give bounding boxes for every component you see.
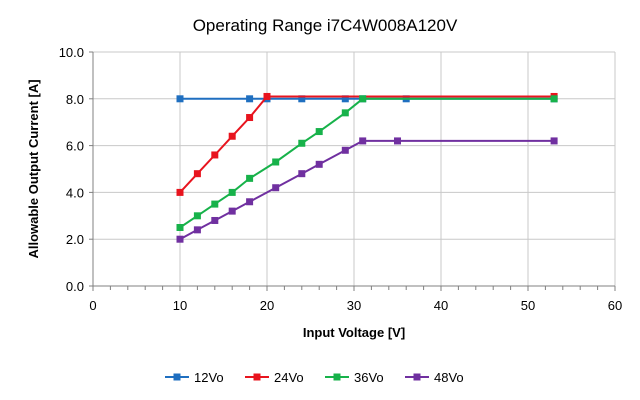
data-point xyxy=(176,188,184,196)
data-point xyxy=(272,184,280,192)
legend-label: 24Vo xyxy=(274,370,304,385)
data-point xyxy=(246,174,254,182)
data-point xyxy=(211,216,219,224)
x-tick-label: 60 xyxy=(608,298,622,313)
data-point xyxy=(193,212,201,220)
data-point xyxy=(341,146,349,154)
y-tick-labels: 0.0 2.0 4.0 6.0 8.0 10.0 xyxy=(59,45,93,294)
legend-label: 36Vo xyxy=(354,370,384,385)
x-tick-label: 50 xyxy=(521,298,535,313)
y-axis-title: Allowable Output Current [A] xyxy=(26,79,41,258)
data-point xyxy=(228,207,236,215)
data-point xyxy=(315,160,323,168)
series-24Vo xyxy=(176,92,558,196)
series-layer xyxy=(176,92,558,243)
legend-item-24Vo: 24Vo xyxy=(245,370,304,385)
x-tick-label: 10 xyxy=(173,298,187,313)
y-tick-label: 2.0 xyxy=(66,232,84,247)
legend-swatch-marker xyxy=(333,373,341,381)
legend-item-12Vo: 12Vo xyxy=(165,370,224,385)
legend-label: 48Vo xyxy=(434,370,464,385)
data-point xyxy=(550,137,558,145)
y-tick-label: 8.0 xyxy=(66,92,84,107)
data-point xyxy=(359,95,367,103)
data-point xyxy=(193,170,201,178)
data-point xyxy=(359,137,367,145)
x-axis-title: Input Voltage [V] xyxy=(303,325,405,340)
legend-item-48Vo: 48Vo xyxy=(405,370,464,385)
data-point xyxy=(176,224,184,231)
legend-swatch-marker xyxy=(253,373,261,381)
legend-item-36Vo: 36Vo xyxy=(325,370,384,385)
y-tick-label: 6.0 xyxy=(66,139,84,154)
data-point xyxy=(550,95,558,103)
legend-swatch-marker xyxy=(413,373,421,381)
data-point xyxy=(263,92,271,100)
x-tick-label: 30 xyxy=(347,298,361,313)
x-tick-labels: 0 10 20 30 40 50 60 xyxy=(89,286,622,313)
x-tick-label: 20 xyxy=(260,298,274,313)
legend-swatch-marker xyxy=(173,373,181,381)
x-tick-label: 0 xyxy=(89,298,96,313)
gridlines xyxy=(93,51,616,286)
y-tick-label: 0.0 xyxy=(66,279,84,294)
data-point xyxy=(211,200,219,208)
data-point xyxy=(298,170,306,178)
legend: 12Vo 24Vo 36Vo 48Vo xyxy=(165,370,464,385)
y-tick-label: 10.0 xyxy=(59,45,84,60)
x-tick-label: 40 xyxy=(434,298,448,313)
y-tick-label: 4.0 xyxy=(66,185,84,200)
data-point xyxy=(246,198,254,206)
legend-label: 12Vo xyxy=(194,370,224,385)
series-36Vo xyxy=(176,95,558,231)
data-point xyxy=(211,151,219,159)
data-point xyxy=(298,95,306,103)
data-point xyxy=(298,139,306,147)
x-minor-ticks xyxy=(109,286,599,290)
data-point xyxy=(341,109,349,117)
data-point xyxy=(394,137,401,145)
data-point xyxy=(176,95,184,103)
data-point xyxy=(246,114,254,122)
data-point xyxy=(193,226,201,234)
chart-title: Operating Range i7C4W008A120V xyxy=(193,16,458,35)
data-point xyxy=(315,128,323,136)
data-point xyxy=(228,188,236,196)
series-line xyxy=(179,95,555,194)
data-point xyxy=(341,95,349,103)
data-point xyxy=(272,158,280,166)
series-48Vo xyxy=(176,137,558,243)
data-point xyxy=(246,95,254,103)
data-point xyxy=(176,235,184,243)
data-point xyxy=(228,132,236,140)
